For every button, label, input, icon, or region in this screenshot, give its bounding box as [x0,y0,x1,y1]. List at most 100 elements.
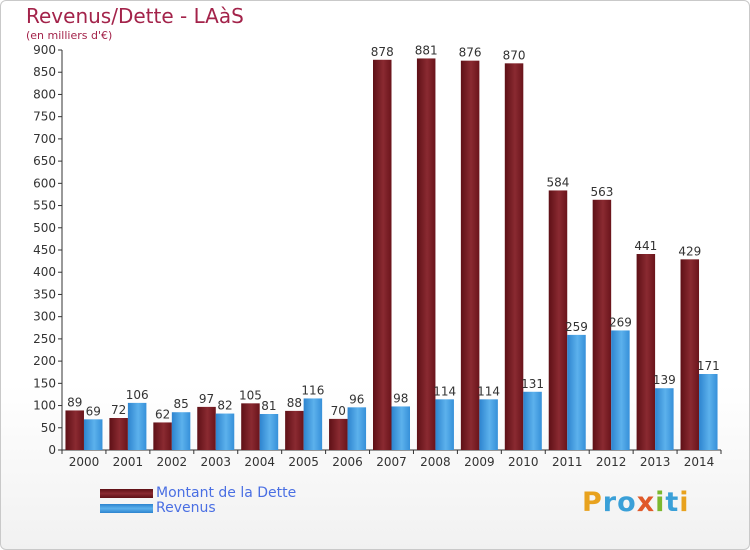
bar-debt [65,410,84,450]
data-label-revenue: 114 [477,384,500,398]
data-label-debt: 584 [547,175,570,189]
bar-revenue [655,388,674,450]
logo-letter: i [679,487,690,518]
data-label-debt: 72 [111,403,126,417]
bar-debt [504,63,524,450]
bar-debt [197,406,216,450]
data-label-revenue: 139 [653,373,676,387]
x-tick-label: 2013 [640,455,671,469]
y-tick-label: 350 [33,287,56,301]
y-tick-label: 300 [33,310,56,324]
bar-debt [680,259,700,450]
bar-revenue [83,419,103,450]
y-tick-label: 450 [33,243,56,257]
data-label-debt: 89 [67,395,82,409]
y-tick-label: 600 [33,176,56,190]
bar-revenue [303,398,323,450]
y-tick-label: 750 [33,110,56,124]
y-tick-label: 800 [33,87,56,101]
data-label-debt: 876 [459,46,482,60]
bar-revenue [391,406,410,450]
data-label-debt: 97 [199,392,214,406]
bar-debt [416,58,436,450]
chart-title: Revenus/Dette - LAàS [26,4,244,28]
x-tick-label: 2001 [113,455,144,469]
data-label-revenue: 114 [433,384,456,398]
data-label-debt: 878 [371,45,394,59]
data-label-revenue: 171 [697,359,720,373]
x-tick-label: 2003 [200,455,231,469]
y-tick-label: 900 [33,43,56,57]
bar-revenue [259,414,279,450]
y-tick-label: 550 [33,199,56,213]
data-label-revenue: 131 [521,377,544,391]
logo-letter: t [665,487,680,518]
proxiti-logo[interactable]: Proxiti [582,487,690,518]
logo-letter: o [617,487,637,518]
data-label-debt: 105 [239,388,262,402]
bar-revenue [523,391,542,450]
x-tick-label: 2014 [684,455,715,469]
bar-debt [592,199,612,450]
bar-debt [548,190,568,450]
x-tick-label: 2009 [464,455,495,469]
chart-bars [65,58,718,451]
data-label-revenue: 96 [349,392,364,406]
y-tick-label: 50 [41,421,56,435]
bar-revenue [699,374,718,450]
bar-revenue [479,399,498,450]
y-tick-label: 250 [33,332,56,346]
bar-revenue [567,334,586,450]
legend-swatch-debt [100,489,153,498]
y-tick-label: 650 [33,154,56,168]
logo-letter: P [582,487,603,518]
data-label-debt: 870 [503,48,526,62]
data-label-debt: 441 [634,239,657,253]
logo-letter: i [655,487,666,518]
data-label-revenue: 81 [261,399,276,413]
x-tick-label: 2011 [552,455,583,469]
legend-label-revenue: Revenus [156,500,216,516]
bar-debt [329,418,348,450]
y-tick-label: 400 [33,265,56,279]
bar-revenue [435,399,454,450]
bar-revenue [215,413,235,450]
bar-debt [285,410,304,450]
data-label-debt: 429 [678,244,701,258]
y-tick-label: 700 [33,132,56,146]
data-label-revenue: 82 [217,399,232,413]
y-tick-label: 500 [33,221,56,235]
bar-debt [109,418,128,450]
data-label-revenue: 85 [173,397,188,411]
x-tick-label: 2010 [508,455,539,469]
x-tick-label: 2000 [69,455,100,469]
bar-revenue [611,330,630,450]
bar-revenue [347,407,367,450]
legend-label-debt: Montant de la Dette [156,485,297,501]
data-label-revenue: 98 [393,391,408,405]
x-tick-label: 2007 [376,455,407,469]
chart-subtitle: (en milliers d'€) [26,29,113,42]
x-tick-label: 2006 [332,455,363,469]
logo-letter: r [602,487,618,518]
bar-debt [241,403,260,450]
data-label-revenue: 106 [126,388,149,402]
bar-debt [373,59,392,451]
legend-swatch-revenue [100,504,153,513]
x-tick-label: 2002 [157,455,188,469]
y-tick-label: 0 [48,443,56,457]
y-tick-label: 100 [33,399,56,413]
bar-revenue [171,412,191,450]
data-label-debt: 563 [590,185,613,199]
bar-debt [460,60,480,451]
data-label-revenue: 116 [301,383,324,397]
logo-letter: x [636,487,656,518]
bar-debt [636,254,656,450]
data-label-revenue: 269 [609,315,632,329]
y-tick-label: 150 [33,376,56,390]
y-tick-label: 850 [33,65,56,79]
data-label-debt: 88 [287,396,302,410]
data-label-debt: 881 [415,43,438,57]
